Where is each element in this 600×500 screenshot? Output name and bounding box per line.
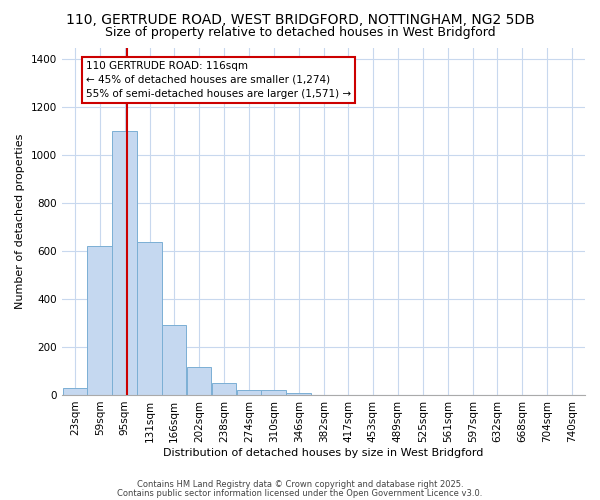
X-axis label: Distribution of detached houses by size in West Bridgford: Distribution of detached houses by size … (163, 448, 484, 458)
Bar (286, 392, 311, 395)
Bar (236, 390, 261, 395)
Bar (137, 242, 162, 395)
Text: Contains HM Land Registry data © Crown copyright and database right 2025.: Contains HM Land Registry data © Crown c… (137, 480, 463, 489)
Bar (161, 326, 186, 395)
Text: 110 GERTRUDE ROAD: 116sqm
← 45% of detached houses are smaller (1,274)
55% of se: 110 GERTRUDE ROAD: 116sqm ← 45% of detac… (86, 60, 351, 98)
Bar (212, 383, 236, 395)
Bar (62, 388, 87, 395)
Y-axis label: Number of detached properties: Number of detached properties (15, 134, 25, 309)
Bar (187, 368, 211, 395)
Bar (112, 132, 137, 395)
Text: Size of property relative to detached houses in West Bridgford: Size of property relative to detached ho… (104, 26, 496, 39)
Text: 110, GERTRUDE ROAD, WEST BRIDGFORD, NOTTINGHAM, NG2 5DB: 110, GERTRUDE ROAD, WEST BRIDGFORD, NOTT… (65, 12, 535, 26)
Bar (88, 246, 112, 395)
Bar (262, 390, 286, 395)
Text: Contains public sector information licensed under the Open Government Licence v3: Contains public sector information licen… (118, 488, 482, 498)
